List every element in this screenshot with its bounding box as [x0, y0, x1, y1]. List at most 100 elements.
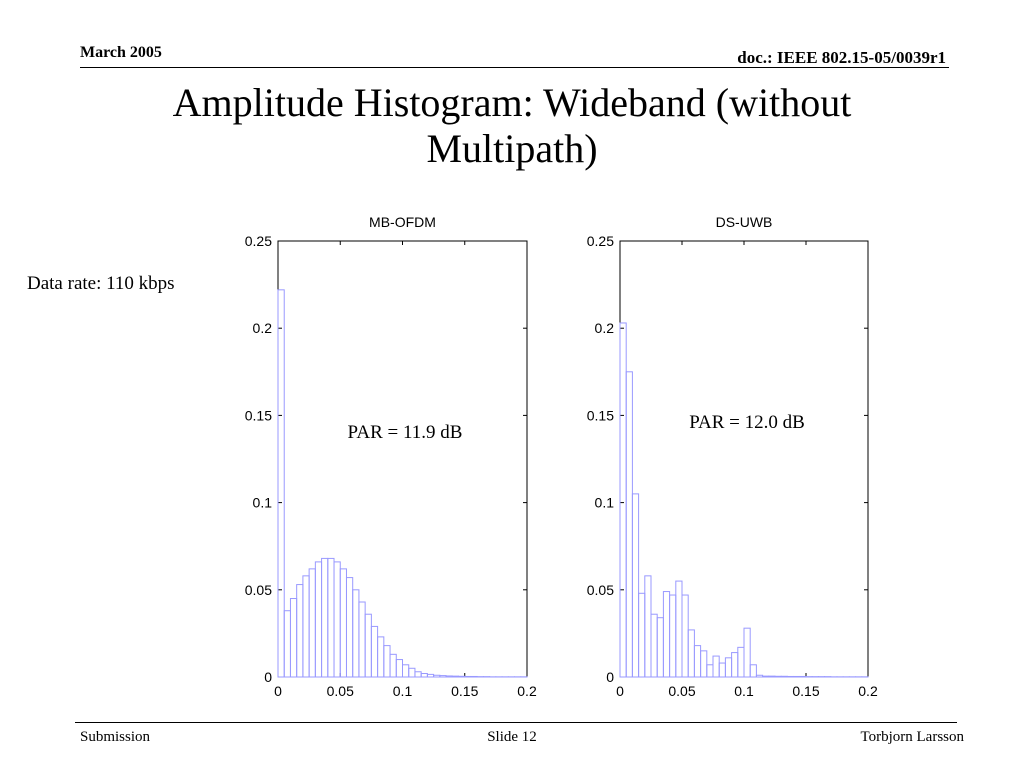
- histogram-bar: [724, 657, 733, 678]
- histogram-bar: [433, 674, 441, 678]
- histogram-bar: [774, 675, 782, 678]
- histogram-bar: [345, 577, 354, 678]
- plot-frame: [619, 240, 869, 678]
- histogram-bar: [414, 671, 422, 678]
- y-tick-label: 0.2: [595, 320, 615, 336]
- histogram-bar: [650, 613, 658, 678]
- histogram-bar: [283, 610, 291, 678]
- histogram-bar: [768, 675, 776, 678]
- x-tick-label: 0.15: [792, 683, 819, 699]
- histogram-bar: [352, 589, 360, 678]
- histogram-bar: [749, 664, 757, 678]
- histogram-bar: [793, 675, 801, 678]
- histogram-bar: [339, 568, 347, 678]
- footer-submission: Submission: [80, 729, 151, 745]
- histogram-bar: [681, 594, 689, 678]
- footer-divider: [75, 722, 957, 723]
- histogram-bar: [799, 675, 807, 678]
- x-tick-label: 0: [616, 683, 624, 699]
- histogram-bar: [762, 675, 770, 678]
- histogram-bar: [451, 675, 460, 678]
- slide-title-line-2: Multipath): [426, 126, 598, 171]
- y-tick-label: 0: [264, 669, 272, 685]
- histogram-bar: [458, 675, 466, 678]
- x-tick-label: 0.05: [327, 683, 354, 699]
- x-tick-label: 0.2: [858, 683, 878, 699]
- x-tick-label: 0.2: [517, 683, 537, 699]
- histogram-bar: [631, 493, 640, 678]
- histogram-bar: [445, 675, 453, 678]
- x-tick-label: 0.1: [393, 683, 413, 699]
- y-tick-label: 0.2: [253, 320, 273, 336]
- histogram-bar: [308, 568, 316, 678]
- histogram-bar: [333, 561, 341, 678]
- slide-title-line-1: Amplitude Histogram: Wideband (without: [172, 80, 852, 125]
- histogram-bar: [693, 645, 702, 678]
- histogram-bar: [700, 650, 708, 678]
- histogram-bar: [370, 625, 379, 678]
- header-divider: [80, 67, 949, 68]
- par-annotation: PAR = 11.9 dB: [348, 422, 463, 443]
- histogram-bar: [662, 591, 671, 678]
- histogram-bar: [383, 645, 391, 678]
- histogram-bar: [321, 557, 329, 678]
- y-tick-label: 0.1: [253, 495, 273, 511]
- histogram-bar: [296, 584, 304, 678]
- histogram-bar: [314, 561, 323, 678]
- header-date: March 2005: [80, 44, 162, 61]
- histogram-bar: [718, 662, 726, 678]
- y-tick-label: 0.15: [587, 407, 614, 423]
- slide-title: Amplitude Histogram: Wideband (without M…: [60, 80, 964, 172]
- y-tick-label: 0.05: [245, 582, 272, 598]
- par-annotation: PAR = 12.0 dB: [689, 412, 805, 433]
- footer-author: Torbjorn Larsson: [860, 729, 964, 745]
- histogram-bar: [706, 664, 714, 678]
- data-rate-note: Data rate: 110 kbps: [27, 273, 175, 294]
- footer-slide-number: Slide 12: [487, 729, 537, 745]
- x-tick-label: 0: [274, 683, 282, 699]
- histogram-bar: [439, 675, 447, 678]
- histogram-bar: [644, 575, 652, 678]
- x-tick-label: 0.15: [451, 683, 478, 699]
- histogram-bar: [426, 673, 435, 678]
- histogram-bar: [289, 598, 298, 678]
- y-tick-label: 0.25: [587, 233, 614, 249]
- chart-title: MB-OFDM: [369, 214, 436, 230]
- histogram-bar: [743, 627, 751, 678]
- histogram-bar: [402, 664, 410, 678]
- histogram-bar: [389, 653, 397, 678]
- histogram-bar: [625, 371, 633, 678]
- header-doc-id: doc.: IEEE 802.15-05/0039r1: [737, 48, 946, 67]
- histogram-bar: [302, 575, 310, 678]
- y-tick-label: 0.15: [245, 407, 272, 423]
- histogram-bar: [638, 592, 646, 678]
- histogram-bar: [780, 675, 788, 678]
- y-tick-label: 0: [606, 669, 614, 685]
- histogram-bar: [712, 655, 720, 678]
- histogram-bar: [470, 675, 478, 678]
- histogram-bar: [731, 652, 739, 678]
- histogram-bar: [277, 289, 285, 678]
- histogram-bar: [687, 629, 695, 678]
- histogram-bar: [675, 580, 683, 678]
- histogram-bar: [737, 646, 745, 678]
- chart-title: DS-UWB: [716, 214, 773, 230]
- histogram-bar: [755, 674, 764, 678]
- histogram-bar: [408, 667, 416, 678]
- x-tick-label: 0.05: [668, 683, 695, 699]
- histogram-bar: [786, 675, 795, 678]
- histogram-bar: [464, 675, 472, 678]
- y-tick-label: 0.25: [245, 233, 272, 249]
- histogram-bar: [619, 322, 627, 678]
- histogram-bar: [669, 594, 677, 678]
- histogram-bar: [364, 613, 372, 678]
- histogram-bar: [377, 636, 385, 678]
- histogram-bar: [327, 557, 335, 678]
- y-tick-label: 0.05: [587, 582, 614, 598]
- x-tick-label: 0.1: [734, 683, 754, 699]
- chart-mb-ofdm: 0 0.05 0.1 0.15 0.2 0 0.05 0.1 0.15 0.2 0.25 MB-OFD…: [245, 214, 537, 699]
- histogram-bar: [358, 601, 366, 678]
- chart-ds-uwb: 0 0.05 0.1 0.15 0.2 0 0.05 0.1 0.15 0.2 0.25 DS-UWB…: [587, 214, 878, 699]
- y-tick-label: 0.1: [595, 495, 615, 511]
